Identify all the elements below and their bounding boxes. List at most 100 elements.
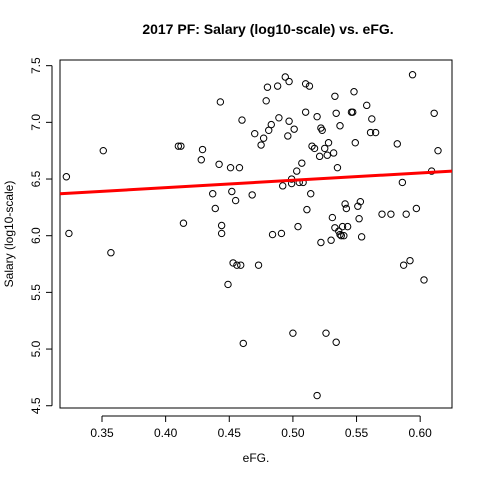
data-points [62,71,442,400]
data-point [350,88,358,96]
data-point [336,122,344,130]
data-point [217,229,226,238]
x-tick-label: 0.45 [218,426,242,440]
data-point [337,232,345,240]
data-point [331,224,339,232]
data-point [340,232,348,240]
data-point [198,145,207,154]
regression-line [59,169,453,196]
y-tick-label: 6.0 [29,227,43,244]
data-point [420,276,428,284]
y-tick-label: 7.5 [29,57,43,74]
data-point [324,139,333,147]
data-point [217,221,226,230]
data-point [99,146,107,155]
data-point [229,259,237,267]
data-point [248,191,256,199]
data-point [332,109,340,117]
y-tick-label: 7.0 [29,114,43,131]
data-point [174,142,183,150]
data-point [279,182,287,190]
data-point [257,141,265,149]
data-point [366,128,375,137]
data-point [239,339,247,348]
data-point [289,329,297,337]
data-point [268,230,277,239]
data-point [329,149,338,157]
data-point [430,109,438,117]
data-point [336,230,344,239]
data-point [328,213,337,222]
data-point [294,222,302,231]
y-tick-label: 4.5 [29,397,43,414]
data-point [65,229,73,238]
data-point [179,219,188,227]
data-point [226,163,235,172]
data-point [308,142,316,150]
data-point [267,120,275,129]
data-point [285,77,293,86]
data-point [398,178,407,187]
fit-line-group [59,169,453,196]
data-point [303,205,311,214]
data-point [368,115,376,123]
data-point [215,160,223,168]
data-point [262,97,270,105]
x-tick-label: 0.55 [345,426,369,440]
data-point [281,73,289,81]
data-point [313,391,321,400]
x-axis-label: eFG. [243,451,270,465]
x-axis: 0.35 0.40 0.45 0.50 0.55 0.60 [90,415,432,440]
data-point [238,116,246,124]
data-point [321,144,329,153]
y-tick-label: 6.5 [29,170,43,187]
data-point [298,159,306,167]
data-point [277,229,286,238]
data-point [284,132,292,140]
data-point [285,117,293,125]
data-point [301,108,310,116]
data-point [333,163,342,172]
data-point [275,114,283,122]
data-point [327,236,335,244]
plot-area-border [59,59,453,409]
data-point [231,196,240,205]
data-point [305,82,314,90]
data-point [318,126,326,134]
data-point [216,98,225,106]
y-axis-label: Salary (log10-scale) [2,181,16,288]
data-point [251,129,259,138]
data-point [273,82,282,90]
y-tick-label: 5.0 [29,340,43,357]
data-point [254,261,263,269]
data-point [434,146,442,155]
y-axis: 4.5 5.0 5.5 6.0 6.5 7.0 7.5 [29,57,53,414]
data-point [177,142,185,150]
data-point [228,187,236,196]
data-point [387,210,395,218]
data-point [371,128,380,137]
data-point [317,238,325,247]
data-point [224,280,232,289]
data-point [310,144,319,153]
x-tick-label: 0.40 [154,426,178,440]
x-tick-label: 0.50 [281,426,305,440]
data-point [209,190,217,198]
data-point [343,222,352,231]
data-point [341,200,349,208]
data-point [315,152,324,161]
data-point [332,338,340,346]
data-point [412,204,421,213]
data-point [62,173,71,181]
data-point [342,204,351,213]
data-point [107,249,115,257]
data-point [349,108,357,116]
data-point [406,256,414,265]
data-point [351,139,359,147]
data-point [313,112,321,121]
data-point [363,101,371,110]
data-point [402,210,410,218]
data-point [393,140,401,148]
x-tick-label: 0.35 [90,426,114,440]
